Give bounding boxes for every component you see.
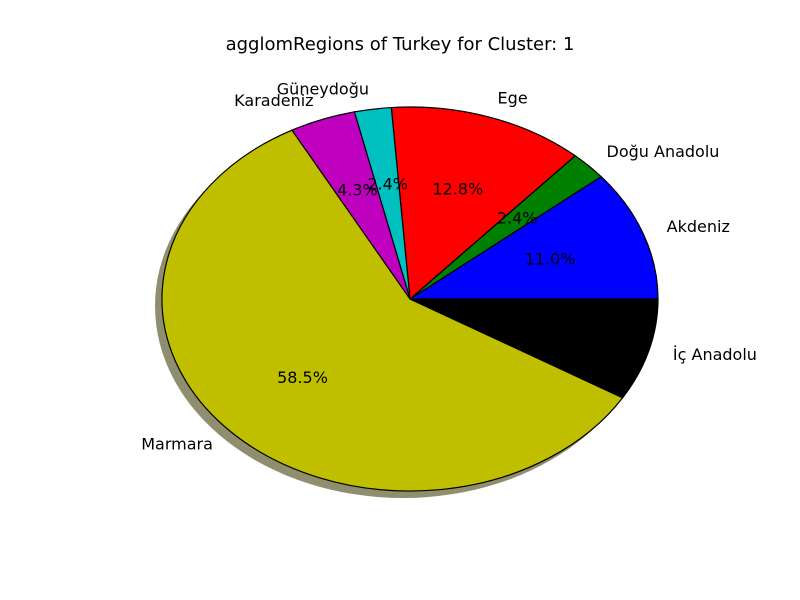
slice-percent-label: 12.8% bbox=[432, 179, 483, 198]
slice-percent-label: 4.3% bbox=[337, 181, 378, 200]
pie-slice-i-anadolu bbox=[409, 298, 659, 399]
pie-slices bbox=[161, 106, 659, 492]
pie-slice-marmara bbox=[161, 129, 624, 492]
slice-percent-label: 58.5% bbox=[277, 368, 328, 387]
slice-label: İç Anadolu bbox=[673, 345, 757, 364]
pie-slice-ege bbox=[390, 106, 577, 301]
slice-percent-label: 2.4% bbox=[367, 175, 408, 194]
slice-label: Doğu Anadolu bbox=[607, 142, 720, 161]
slice-label: Ege bbox=[498, 88, 528, 107]
pie-labels: Akdeniz 11.0% Doğu Anadolu 2.4% Ege 12.8% Güne… bbox=[141, 80, 757, 454]
slice-percent-label: 11.0% bbox=[525, 249, 576, 268]
chart-title: agglomRegions of Turkey for Cluster: 1 bbox=[225, 34, 575, 55]
slice-label: Karadeniz bbox=[234, 91, 313, 110]
slice-label: Güneydoğu bbox=[277, 80, 369, 99]
pie-slice-akdeniz bbox=[407, 175, 659, 300]
slice-label: Marmara bbox=[141, 435, 213, 454]
slice-label: Akdeniz bbox=[667, 217, 730, 236]
slice-percent-label: 2.4% bbox=[497, 209, 538, 228]
